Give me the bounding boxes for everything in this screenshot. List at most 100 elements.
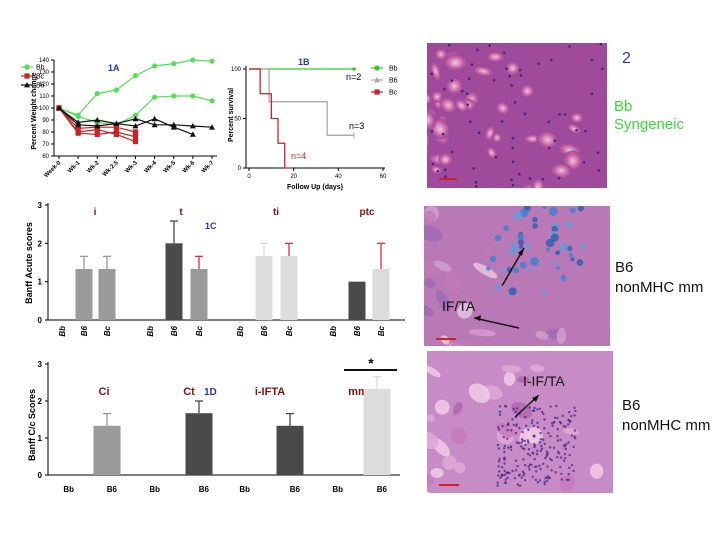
infiltrate-dot xyxy=(536,426,540,429)
category-label: B6 xyxy=(290,485,301,494)
category-label: Bb xyxy=(58,326,67,337)
tissue-texture xyxy=(442,455,457,470)
y-tick-label-1a: 60 xyxy=(42,154,49,160)
data-point-1a xyxy=(171,61,177,67)
tissue-texture xyxy=(435,289,451,312)
tissue-texture xyxy=(505,60,521,76)
axis-title-1d-y: Banff C/c Scores xyxy=(27,389,37,461)
legend-label-1b: B6 xyxy=(389,78,398,85)
nucleus-dot xyxy=(442,87,446,91)
infiltrate-dot xyxy=(518,426,521,430)
x-tick-label-1a: Wk-6 xyxy=(182,160,197,175)
infiltrate-dot xyxy=(497,460,501,463)
infiltrate-dot xyxy=(572,469,575,473)
tissue-texture xyxy=(569,112,585,124)
category-label: B6 xyxy=(353,325,362,336)
y-tick-label-1a: 90 xyxy=(42,118,49,124)
nucleus-dot xyxy=(466,103,469,106)
tissue-texture xyxy=(427,92,432,105)
nucleus-dot xyxy=(596,151,600,154)
legend-label-1a: Bc xyxy=(36,74,45,81)
nucleus-dot xyxy=(511,183,515,187)
legend-marker-1a xyxy=(24,64,30,70)
category-label: Bc xyxy=(285,325,294,336)
nucleus-dot xyxy=(508,75,511,78)
blue-fibrosis-stain xyxy=(556,261,561,266)
series-line-1a xyxy=(58,107,194,135)
infiltrate-dot xyxy=(517,441,521,445)
blue-fibrosis-stain xyxy=(494,234,502,242)
legend-marker-1b xyxy=(374,65,380,71)
infiltrate-dot xyxy=(567,473,570,476)
category-label: Bb xyxy=(146,326,155,337)
infiltrate-dot xyxy=(559,438,562,442)
infiltrate-dot xyxy=(561,414,565,418)
infiltrate-dot xyxy=(572,445,575,449)
infiltrate-dot xyxy=(509,445,513,449)
tissue-texture xyxy=(501,365,522,373)
infiltrate-dot xyxy=(518,473,521,477)
infiltrate-dot xyxy=(549,405,552,408)
infiltrate-dot xyxy=(550,422,554,425)
category-label: B6 xyxy=(199,485,210,494)
blue-fibrosis-stain xyxy=(551,225,558,233)
infiltrate-dot xyxy=(501,466,504,469)
nucleus-dot xyxy=(503,51,506,55)
infiltrate-dot xyxy=(574,409,577,413)
nucleus-dot xyxy=(590,92,594,96)
tissue-texture xyxy=(517,376,530,384)
x-tick-label-1b: 20 xyxy=(290,174,297,180)
blue-fibrosis-stain xyxy=(559,243,568,252)
nucleus-dot xyxy=(494,155,498,159)
tissue-texture xyxy=(454,98,469,113)
category-label: Bb xyxy=(236,326,245,337)
bar xyxy=(372,269,390,320)
infiltrate-dot xyxy=(496,443,500,447)
infiltrate-dot xyxy=(567,423,570,426)
infiltrate-dot xyxy=(533,457,536,461)
tissue-texture xyxy=(440,335,450,345)
tissue-texture xyxy=(427,430,439,445)
infiltrate-dot xyxy=(543,442,546,446)
category-label: B6 xyxy=(377,485,388,494)
x-tick-label-1b: 0 xyxy=(247,174,251,180)
nucleus-dot xyxy=(450,150,454,154)
group-title: i xyxy=(94,207,97,218)
infiltrate-dot xyxy=(528,468,531,471)
infiltrate-dot xyxy=(536,421,539,425)
infiltrate-dot xyxy=(504,478,508,481)
data-point-1a xyxy=(94,123,101,129)
x-tick-label-1a: Week-0 xyxy=(43,160,62,179)
legend-marker-1b xyxy=(374,89,380,95)
infiltrate-dot xyxy=(521,430,524,434)
blue-fibrosis-stain xyxy=(513,210,523,220)
y-tick-label-1b: 100 xyxy=(231,67,242,73)
infiltrate-dot xyxy=(568,420,572,424)
tissue-texture xyxy=(450,340,474,346)
overlay-label-iffta: IF/TA xyxy=(442,298,476,314)
axis-title-1c-y: Banff Acute scores xyxy=(24,222,34,304)
nucleus-dot xyxy=(492,78,496,82)
bar xyxy=(190,269,208,320)
data-point-1a xyxy=(132,139,139,145)
infiltrate-dot xyxy=(543,418,546,421)
nucleus-dot xyxy=(511,160,515,164)
infiltrate-dot xyxy=(514,431,518,435)
y-tick-label: 2 xyxy=(38,239,43,248)
infiltrate-dot xyxy=(503,473,507,477)
blue-fibrosis-stain xyxy=(509,245,519,255)
caption-b6-nonmhc-2: B6 nonMHC mm xyxy=(622,397,711,434)
category-label: Bb xyxy=(149,485,160,494)
infiltrate-dot xyxy=(514,459,518,462)
nucleus-dot xyxy=(474,180,478,184)
histology-image-b6-iffta xyxy=(424,206,610,346)
overlay-label-i-iffta: I-IF/TA xyxy=(523,373,565,389)
blue-fibrosis-stain xyxy=(548,207,558,216)
infiltrate-dot xyxy=(534,478,538,482)
tissue-texture xyxy=(485,51,505,63)
nucleus-dot xyxy=(474,185,478,188)
infiltrate-dot xyxy=(555,456,559,459)
data-point-1a xyxy=(113,131,119,137)
infiltrate-dot xyxy=(565,442,568,446)
